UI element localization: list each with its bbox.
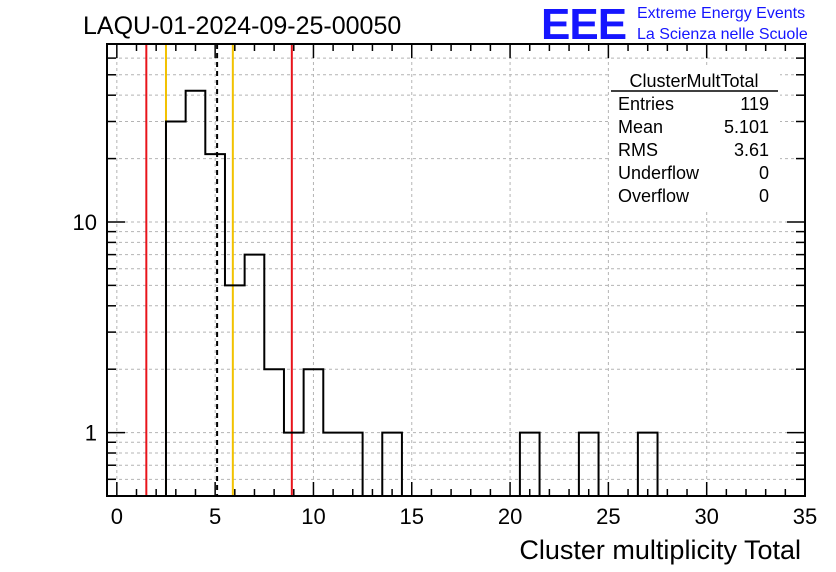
x-tick-label: 15 — [400, 504, 424, 529]
stats-underflow-value: 0 — [759, 163, 769, 183]
run-title: LAQU-01-2024-09-25-00050 — [83, 12, 401, 40]
marker-lines — [145, 44, 293, 496]
stats-title: ClusterMultTotal — [629, 71, 758, 91]
stats-rms-label: RMS — [618, 140, 658, 160]
histogram-bin — [323, 433, 343, 496]
stats-box: ClusterMultTotal Entries 119 Mean 5.101 … — [610, 68, 780, 210]
stats-mean-label: Mean — [618, 117, 663, 137]
histogram-bin — [225, 285, 245, 496]
x-tick-label: 10 — [301, 504, 325, 529]
eee-logo-text: EEE — [541, 0, 626, 49]
x-tick-label: 30 — [694, 504, 718, 529]
stats-underflow-label: Underflow — [618, 163, 700, 183]
stats-overflow-label: Overflow — [618, 186, 690, 206]
x-tick-label: 0 — [111, 504, 123, 529]
stats-rms-value: 3.61 — [734, 140, 769, 160]
histogram-outline — [164, 89, 659, 497]
eee-logo: EEE Extreme Energy Events La Scienza nel… — [541, 0, 808, 49]
x-tick-label: 35 — [793, 504, 817, 529]
x-axis-label: Cluster multiplicity Total — [519, 535, 801, 565]
axes-frame — [106, 43, 806, 497]
x-tick-label: 5 — [209, 504, 221, 529]
stats-entries-value: 119 — [740, 94, 769, 114]
y-axis-ticks: 1 10 — [73, 57, 805, 481]
y-tick-label: 10 — [73, 210, 97, 235]
histogram-bin — [166, 122, 186, 496]
grid-lines — [107, 44, 806, 496]
y-tick-label: 1 — [85, 421, 97, 446]
x-tick-label: 20 — [498, 504, 522, 529]
eee-logo-line2: La Scienza nelle Scuole — [637, 26, 808, 43]
x-tick-label: 25 — [596, 504, 620, 529]
stats-entries-label: Entries — [618, 94, 674, 114]
histogram-bin — [245, 255, 265, 496]
stats-overflow-value: 0 — [759, 186, 769, 206]
eee-logo-line1: Extreme Energy Events — [637, 5, 805, 22]
histogram-bin — [205, 154, 225, 496]
plot-frame — [106, 43, 806, 497]
x-axis-ticks: 0 5 10 15 20 25 30 35 — [111, 44, 817, 529]
stats-mean-value: 5.101 — [724, 117, 769, 137]
histogram-bin — [186, 91, 206, 496]
